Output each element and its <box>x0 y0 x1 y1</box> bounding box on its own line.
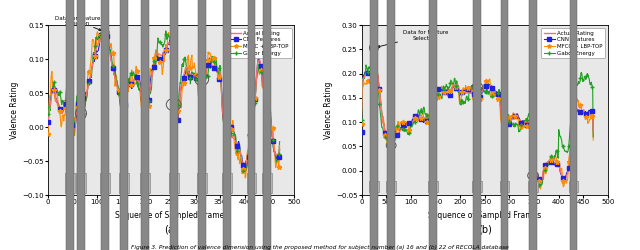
Bar <box>66 0 74 250</box>
Bar <box>370 0 378 250</box>
Bar <box>570 0 577 250</box>
Bar <box>197 172 207 193</box>
Bar <box>529 0 537 250</box>
X-axis label: Sequence of Sampled Frames: Sequence of Sampled Frames <box>115 211 228 220</box>
Text: Data for Feature
Selection: Data for Feature Selection <box>378 30 449 48</box>
Bar <box>77 0 85 250</box>
Bar <box>387 0 395 250</box>
Bar <box>500 0 508 250</box>
Text: Figure 3. Prediction of valence dimension using the proposed method for subject : Figure 3. Prediction of valence dimensio… <box>131 245 509 250</box>
Bar <box>428 182 438 192</box>
Bar <box>528 182 538 192</box>
Bar <box>76 172 86 193</box>
Bar <box>500 182 509 192</box>
Y-axis label: Valence Rating: Valence Rating <box>324 81 333 139</box>
Bar <box>120 172 129 193</box>
Bar <box>386 182 396 192</box>
Y-axis label: Valence Rating: Valence Rating <box>10 81 19 139</box>
Bar <box>246 172 257 193</box>
Bar <box>100 172 109 193</box>
Bar <box>369 182 379 192</box>
Bar <box>100 0 109 250</box>
Bar <box>140 172 150 193</box>
Text: (b): (b) <box>478 224 492 234</box>
Bar <box>120 0 129 250</box>
Text: (a): (a) <box>164 224 178 234</box>
Bar <box>568 182 579 192</box>
Bar <box>262 172 272 193</box>
Bar <box>170 0 178 250</box>
Bar <box>65 172 75 193</box>
Legend: Actual Rating, CNN Features, MFCC + LBP-TOP, Gabor Energy: Actual Rating, CNN Features, MFCC + LBP-… <box>227 28 292 58</box>
Legend: Actual Rating, CNN Features, MFCC + LBP-TOP, Gabor Energy: Actual Rating, CNN Features, MFCC + LBP-… <box>541 28 605 58</box>
Bar <box>141 0 149 250</box>
Bar <box>222 172 232 193</box>
Bar <box>248 0 255 250</box>
Bar <box>198 0 205 250</box>
Bar <box>472 182 483 192</box>
Bar <box>223 0 231 250</box>
Bar <box>169 172 179 193</box>
Bar <box>474 0 481 250</box>
Bar <box>429 0 437 250</box>
Bar <box>263 0 271 250</box>
Text: Data for Feature
Selection: Data for Feature Selection <box>55 16 101 31</box>
X-axis label: Sequence of Sampled Frames: Sequence of Sampled Frames <box>428 211 541 220</box>
